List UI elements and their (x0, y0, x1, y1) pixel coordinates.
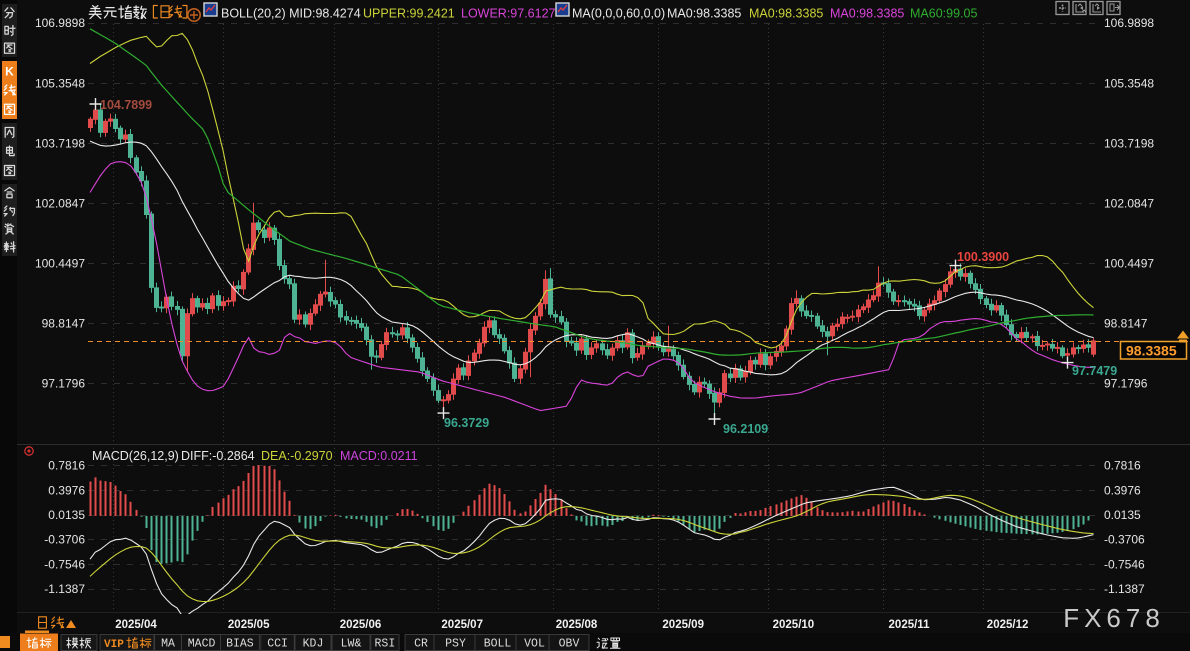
svg-text:0.0135: 0.0135 (48, 508, 85, 522)
svg-text:2025/05: 2025/05 (228, 619, 270, 631)
svg-text:CR: CR (414, 638, 428, 651)
svg-text:MA0:98.3385: MA0:98.3385 (830, 7, 904, 21)
svg-text:2025/09: 2025/09 (662, 619, 704, 631)
svg-text:106.9898: 106.9898 (35, 16, 85, 30)
svg-text:104.7899: 104.7899 (100, 98, 152, 112)
svg-text:-1.1387: -1.1387 (44, 582, 85, 596)
svg-text:DIFF:-0.2864: DIFF:-0.2864 (181, 449, 255, 463)
svg-text:CCI: CCI (267, 638, 288, 651)
svg-text:2025/06: 2025/06 (340, 619, 382, 631)
svg-text:98.3385: 98.3385 (1126, 343, 1177, 359)
svg-text:LW&: LW& (341, 638, 362, 651)
svg-text:-0.3706: -0.3706 (44, 533, 85, 547)
svg-text:98.8147: 98.8147 (1104, 316, 1148, 330)
svg-text:100.3900: 100.3900 (957, 250, 1009, 264)
svg-text:-0.3706: -0.3706 (1104, 533, 1145, 547)
svg-text:MA60:99.05: MA60:99.05 (910, 7, 977, 21)
svg-text:96.3729: 96.3729 (444, 416, 489, 430)
svg-text:97.1796: 97.1796 (1104, 377, 1148, 391)
svg-text:0.7816: 0.7816 (48, 459, 85, 473)
svg-text:97.7479: 97.7479 (1072, 364, 1117, 378)
svg-text:DEA:-0.2970: DEA:-0.2970 (261, 449, 333, 463)
svg-text:0.3976: 0.3976 (1104, 483, 1141, 497)
svg-text:VIP: VIP (104, 639, 124, 651)
svg-text:-1.1387: -1.1387 (1104, 582, 1145, 596)
svg-text:106.9898: 106.9898 (1104, 16, 1154, 30)
svg-text:-0.7546: -0.7546 (1104, 557, 1145, 571)
svg-text:MA(0,0,0,60,0,0): MA(0,0,0,60,0,0) (572, 7, 665, 21)
svg-text:MACD(26,12,9): MACD(26,12,9) (92, 449, 179, 463)
svg-text:MA: MA (161, 638, 175, 651)
svg-text:K: K (5, 65, 14, 79)
svg-text:2025/04: 2025/04 (115, 619, 157, 631)
svg-text:BOLL(20,2) MID:98.4274: BOLL(20,2) MID:98.4274 (221, 7, 361, 21)
svg-text:MACD:0.0211: MACD:0.0211 (340, 449, 418, 463)
svg-text:VOL: VOL (524, 638, 545, 651)
svg-text:BOLL: BOLL (484, 638, 512, 651)
svg-text:MA0:98.3385: MA0:98.3385 (749, 7, 823, 21)
svg-text:0.3976: 0.3976 (48, 483, 85, 497)
svg-text:-0.7546: -0.7546 (44, 557, 85, 571)
svg-text:2025/11: 2025/11 (889, 619, 931, 631)
svg-text:100.4497: 100.4497 (1104, 256, 1154, 270)
svg-text:105.3548: 105.3548 (1104, 76, 1154, 90)
svg-text:2025/12: 2025/12 (987, 619, 1029, 631)
svg-text:96.2109: 96.2109 (723, 422, 768, 436)
svg-text:2025/10: 2025/10 (773, 619, 815, 631)
svg-text:103.7198: 103.7198 (1104, 136, 1154, 150)
svg-text:2025/08: 2025/08 (556, 619, 598, 631)
svg-text:PSY: PSY (445, 638, 466, 651)
svg-text:97.1796: 97.1796 (42, 377, 86, 391)
svg-text:102.0847: 102.0847 (1104, 196, 1154, 210)
svg-text:MA0:98.3385: MA0:98.3385 (667, 7, 741, 21)
svg-text:KDJ: KDJ (303, 638, 324, 651)
svg-text:0.7816: 0.7816 (1104, 459, 1141, 473)
svg-text:0.0135: 0.0135 (1104, 508, 1141, 522)
svg-text:OBV: OBV (559, 638, 580, 651)
svg-text:BIAS: BIAS (226, 638, 254, 651)
svg-text:100.4497: 100.4497 (35, 256, 85, 270)
svg-text:105.3548: 105.3548 (35, 76, 85, 90)
svg-text:LOWER:97.6127: LOWER:97.6127 (461, 7, 556, 21)
svg-text:98.8147: 98.8147 (42, 316, 86, 330)
svg-text:103.7198: 103.7198 (35, 136, 85, 150)
svg-text:MACD: MACD (188, 638, 216, 651)
svg-text:RSI: RSI (375, 638, 396, 651)
svg-text:UPPER:99.2421: UPPER:99.2421 (363, 7, 455, 21)
svg-text:FX678: FX678 (1063, 603, 1165, 633)
svg-text:102.0847: 102.0847 (35, 196, 85, 210)
svg-text:2025/07: 2025/07 (441, 619, 483, 631)
